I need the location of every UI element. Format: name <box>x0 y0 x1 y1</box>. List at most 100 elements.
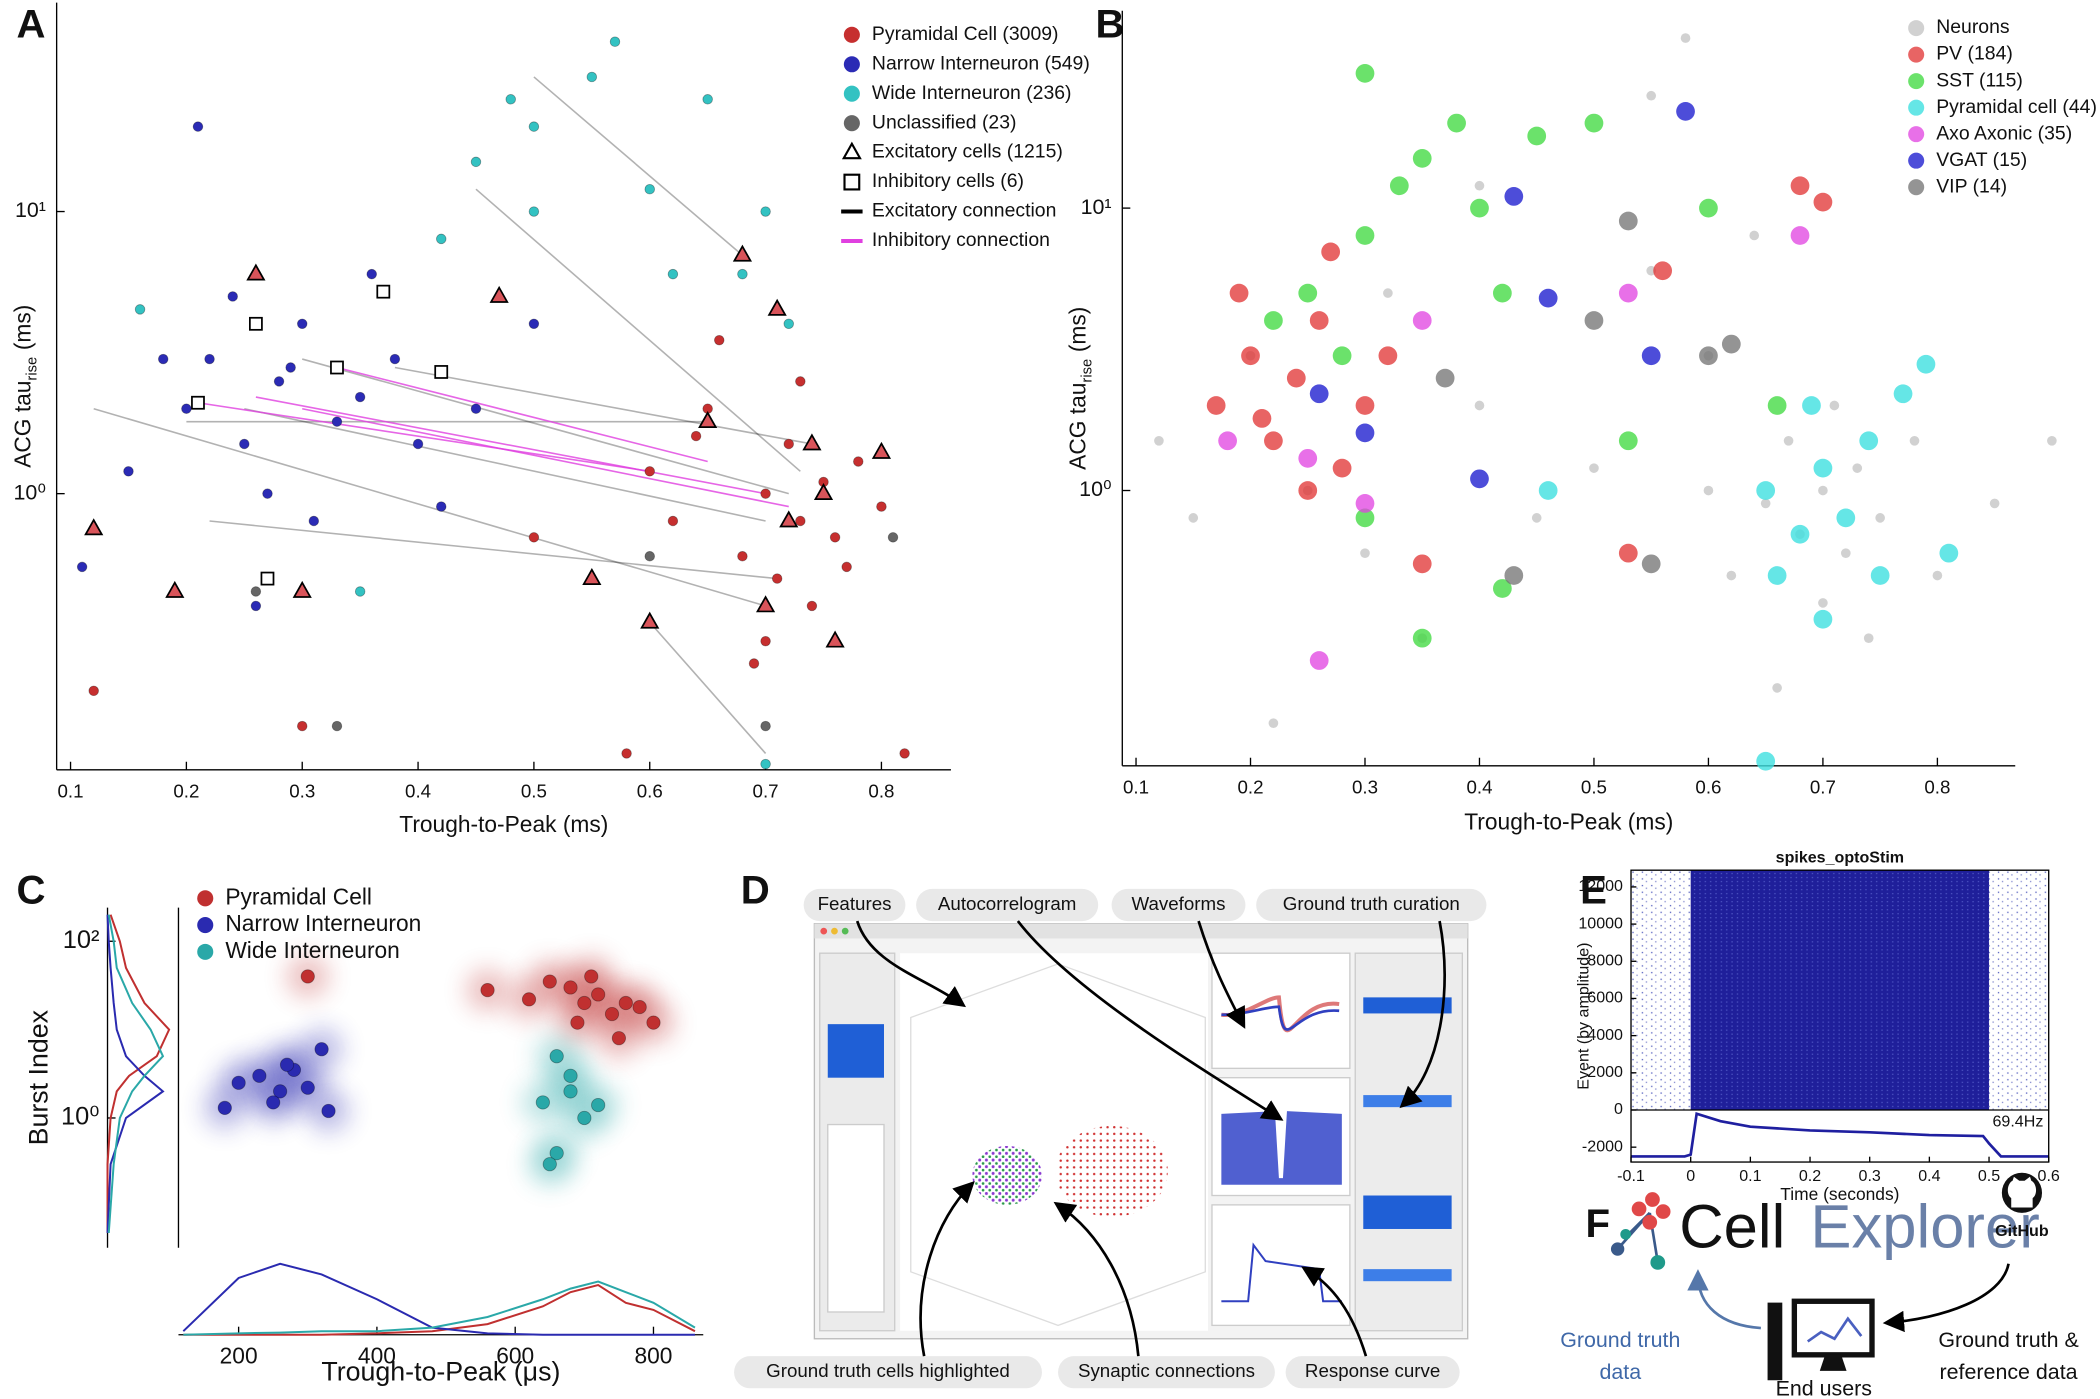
point <box>1589 463 1599 473</box>
point <box>1412 311 1432 330</box>
panel-label: B <box>1096 1 1125 46</box>
point <box>300 969 315 984</box>
point <box>1383 288 1393 298</box>
point <box>1264 311 1283 330</box>
y-axis-label-unit: (ms) <box>1064 307 1090 352</box>
point <box>231 1075 246 1090</box>
legend-label: Pyramidal Cell <box>225 883 372 909</box>
x-tick-label: 600 <box>496 1343 534 1369</box>
point <box>1783 435 1794 446</box>
point <box>76 561 88 573</box>
monitor <box>1791 1298 1875 1358</box>
arrow <box>1053 1201 1140 1357</box>
point <box>1332 458 1352 478</box>
point <box>1474 180 1485 191</box>
window-button <box>831 927 838 935</box>
point <box>1188 513 1199 523</box>
point <box>1818 598 1828 608</box>
connection <box>209 520 778 580</box>
point <box>292 580 312 598</box>
point <box>563 1084 578 1099</box>
point <box>618 995 633 1011</box>
point <box>714 334 725 346</box>
point <box>1538 288 1558 308</box>
legend-marker <box>197 943 214 960</box>
point <box>591 987 606 1002</box>
cell-explorer-panel: Cell Explorer GitHub End users Ground tr… <box>1560 1172 2079 1399</box>
connection <box>394 366 813 445</box>
y-tick-label: 0 <box>1614 1100 1623 1118</box>
users-label: End users <box>1776 1376 1872 1399</box>
point <box>165 580 185 598</box>
y-tick-label: 10¹ <box>15 198 46 222</box>
connection <box>649 621 767 754</box>
point <box>1492 579 1512 598</box>
x-axis-label: Time (seconds) <box>1780 1184 1899 1204</box>
arrow <box>1399 920 1446 1109</box>
legend-marker <box>197 890 214 907</box>
y-axis-label: ACG taurise (ms) <box>10 305 41 468</box>
point <box>354 586 366 597</box>
point <box>1618 431 1638 451</box>
point <box>1332 346 1352 366</box>
point <box>1412 554 1432 574</box>
point <box>1309 311 1329 330</box>
point <box>300 1080 315 1095</box>
point <box>1252 409 1272 428</box>
connection <box>302 407 789 508</box>
point <box>604 1006 620 1022</box>
legend-marker <box>1908 46 1925 63</box>
response-curve <box>1631 1111 2049 1158</box>
point <box>285 362 296 373</box>
point <box>191 395 205 410</box>
point <box>1756 751 1776 771</box>
point <box>1229 283 1249 303</box>
computer-tower <box>1767 1302 1783 1381</box>
point <box>279 1057 295 1072</box>
legend-marker <box>1908 179 1925 196</box>
legend-label: VIP (14) <box>1936 175 2007 197</box>
point <box>1813 458 1833 478</box>
panel-label: A <box>16 1 45 46</box>
point <box>1790 226 1810 245</box>
point <box>1218 431 1237 451</box>
x-tick-label: 0.1 <box>1739 1167 1761 1185</box>
y-axis-label-part: ACG tau <box>1064 383 1090 470</box>
point <box>1699 198 1718 218</box>
y-tick-label: 12000 <box>1578 877 1623 895</box>
legend-marker <box>1908 152 1925 169</box>
point <box>1531 513 1542 523</box>
point <box>1206 396 1226 415</box>
monitor-graphic <box>1806 1316 1863 1343</box>
point <box>644 183 655 195</box>
x-axis-label: Trough-to-Peak (μs) <box>321 1357 560 1387</box>
point <box>262 488 273 499</box>
point <box>1360 548 1370 558</box>
response-line <box>1221 1242 1342 1303</box>
point <box>1355 494 1375 513</box>
point <box>84 518 104 536</box>
point <box>1618 543 1638 563</box>
point <box>611 1031 627 1046</box>
point <box>217 1100 232 1116</box>
connection <box>93 407 766 607</box>
point <box>1641 554 1661 574</box>
x-tick-label: 0.6 <box>2038 1167 2060 1185</box>
control <box>1363 997 1452 1014</box>
x-tick-label: 0.7 <box>1810 776 1836 797</box>
y-tick-label: 10⁰ <box>1079 477 1111 501</box>
point <box>876 501 887 512</box>
point <box>250 600 262 612</box>
point <box>737 268 748 280</box>
legend-marker <box>843 115 860 132</box>
legend-label: Inhibitory connection <box>872 229 1050 251</box>
arrow <box>1197 920 1246 1029</box>
point <box>505 94 516 105</box>
point <box>1939 543 1959 563</box>
marginal-density-y <box>107 914 165 1233</box>
point <box>331 720 343 732</box>
y-tick-label: 10¹ <box>1081 195 1112 219</box>
point <box>829 532 841 543</box>
point <box>841 561 852 573</box>
point <box>795 376 806 387</box>
